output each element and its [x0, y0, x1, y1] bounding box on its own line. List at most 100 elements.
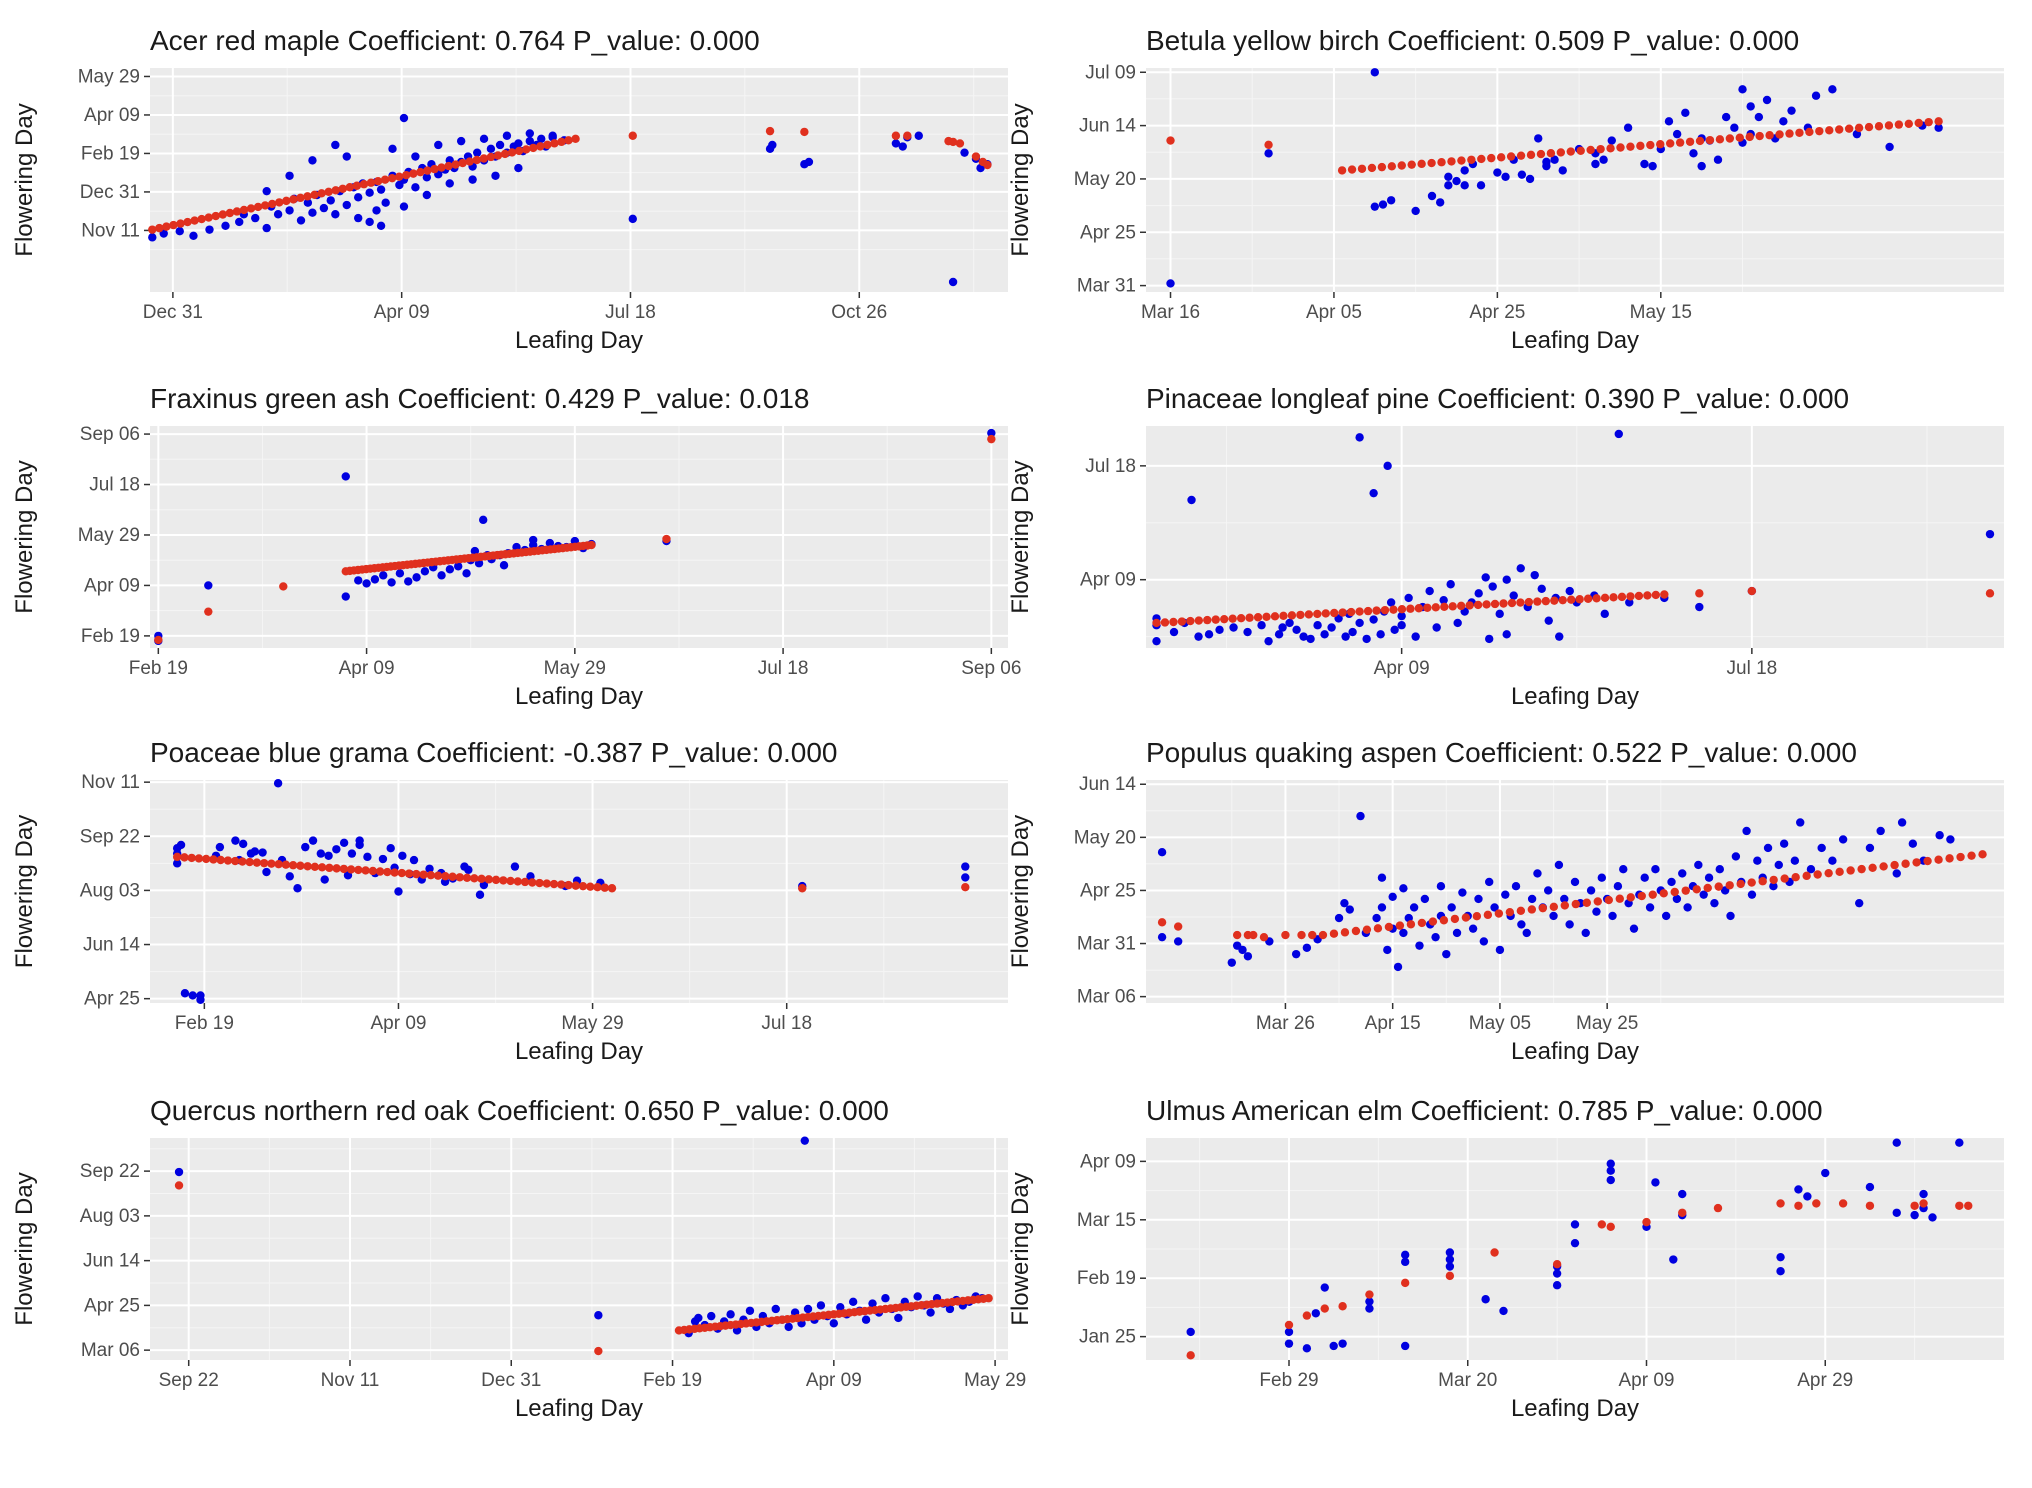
- fitted-point: [486, 152, 496, 162]
- observed-point: [1327, 623, 1336, 632]
- fitted-point: [1473, 600, 1483, 610]
- observed-point: [1533, 869, 1542, 878]
- observed-point: [388, 144, 397, 154]
- fitted-point: [1835, 867, 1844, 877]
- fitted-point: [1297, 930, 1306, 940]
- observed-point: [1169, 627, 1179, 637]
- chart-title: Ulmus American elm Coefficient: 0.785 P_…: [1146, 1095, 1823, 1126]
- observed-point: [1264, 149, 1273, 158]
- fitted-point: [426, 870, 436, 880]
- fitted-point: [1270, 612, 1280, 621]
- observed-point: [372, 206, 381, 215]
- fitted-point: [1496, 153, 1506, 162]
- x-tick-label: May 29: [964, 1370, 1026, 1391]
- fitted-point: [1967, 851, 1976, 860]
- observed-point: [1341, 632, 1350, 641]
- observed-point: [914, 131, 923, 140]
- fitted-point: [201, 854, 211, 864]
- observed-point: [1892, 869, 1901, 878]
- observed-point: [836, 1302, 845, 1312]
- observed-point: [363, 852, 372, 862]
- fitted-point: [1456, 601, 1466, 611]
- observed-point: [1763, 843, 1773, 853]
- fitted-point: [260, 201, 270, 210]
- observed-point: [1517, 170, 1527, 179]
- y-tick-label: Jun 14: [83, 935, 140, 956]
- fitted-point: [1894, 120, 1904, 129]
- observed-point: [1591, 159, 1600, 169]
- fitted-point: [507, 148, 517, 157]
- observed-point: [1460, 166, 1469, 175]
- fitted-point: [1428, 917, 1438, 926]
- observed-point: [1542, 157, 1551, 167]
- observed-point: [1284, 1327, 1294, 1337]
- observed-point: [1606, 1159, 1615, 1168]
- fitted-point: [1713, 1203, 1723, 1213]
- observed-point: [1194, 632, 1203, 641]
- fitted-point: [1956, 852, 1965, 862]
- fitted-point: [1253, 613, 1263, 622]
- fitted-point: [1313, 609, 1322, 619]
- observed-point: [1229, 623, 1238, 632]
- fitted-point: [1499, 599, 1508, 608]
- fitted-point: [1287, 611, 1297, 620]
- fitted-point: [1245, 613, 1254, 622]
- observed-point: [926, 1308, 935, 1317]
- fitted-point: [550, 139, 559, 148]
- fitted-point: [1329, 929, 1339, 938]
- y-tick-label: Feb 19: [81, 143, 140, 164]
- fitted-point: [1186, 1351, 1195, 1360]
- fitted-point: [1735, 133, 1744, 142]
- chart-title: Populus quaking aspen Coefficient: 0.522…: [1146, 737, 1857, 768]
- observed-point: [1378, 200, 1388, 209]
- fitted-point: [491, 875, 501, 885]
- x-tick-label: Oct 26: [831, 302, 887, 323]
- fitted-point: [1606, 144, 1615, 153]
- observed-point: [399, 202, 409, 211]
- observed-point: [768, 140, 777, 150]
- observed-point: [411, 183, 420, 192]
- fitted-point: [409, 169, 418, 178]
- observed-point: [1794, 1185, 1803, 1194]
- observed-point: [420, 567, 430, 576]
- fitted-point: [275, 198, 284, 207]
- fitted-point: [1362, 925, 1372, 934]
- fitted-point: [1166, 136, 1175, 145]
- fitted-point: [1232, 930, 1242, 940]
- fitted-point: [1173, 922, 1183, 931]
- fitted-point: [1575, 595, 1584, 604]
- observed-point: [379, 571, 388, 580]
- observed-point: [1501, 172, 1510, 181]
- fitted-point: [1351, 926, 1361, 936]
- observed-point: [1592, 907, 1601, 916]
- fitted-point: [1901, 859, 1910, 868]
- chart-panel: Sep 22 Nov 11 Dec 31 Feb 19 Apr 09 May 29 Mar …: [11, 1095, 1026, 1422]
- fitted-point: [1637, 891, 1646, 901]
- observed-point: [1390, 625, 1399, 634]
- observed-point: [479, 515, 488, 525]
- fitted-point: [472, 155, 482, 165]
- observed-point: [472, 148, 482, 157]
- fitted-point: [339, 864, 349, 874]
- observed-point: [1530, 570, 1539, 580]
- observed-point: [196, 995, 205, 1004]
- observed-point: [293, 884, 302, 893]
- observed-point: [1458, 888, 1467, 897]
- y-tick-label: Mar 06: [1077, 987, 1136, 1008]
- observed-point: [894, 1313, 903, 1323]
- observed-point: [378, 854, 388, 864]
- fitted-point: [1431, 603, 1440, 612]
- fitted-point: [1447, 157, 1456, 166]
- y-tick-label: Apr 25: [1080, 880, 1136, 901]
- observed-point: [238, 839, 248, 849]
- observed-point: [1215, 625, 1224, 634]
- fitted-point: [1448, 602, 1457, 611]
- chart-panel: Feb 19 Apr 09 May 29 Jul 18 Sep 06 Feb 19 Apr …: [11, 383, 1021, 710]
- observed-point: [1481, 573, 1490, 582]
- observed-point: [1311, 1309, 1321, 1318]
- fitted-point: [239, 205, 249, 215]
- observed-point: [456, 136, 466, 146]
- fitted-point: [1695, 136, 1705, 146]
- fitted-point: [1450, 914, 1460, 924]
- observed-point: [331, 140, 340, 150]
